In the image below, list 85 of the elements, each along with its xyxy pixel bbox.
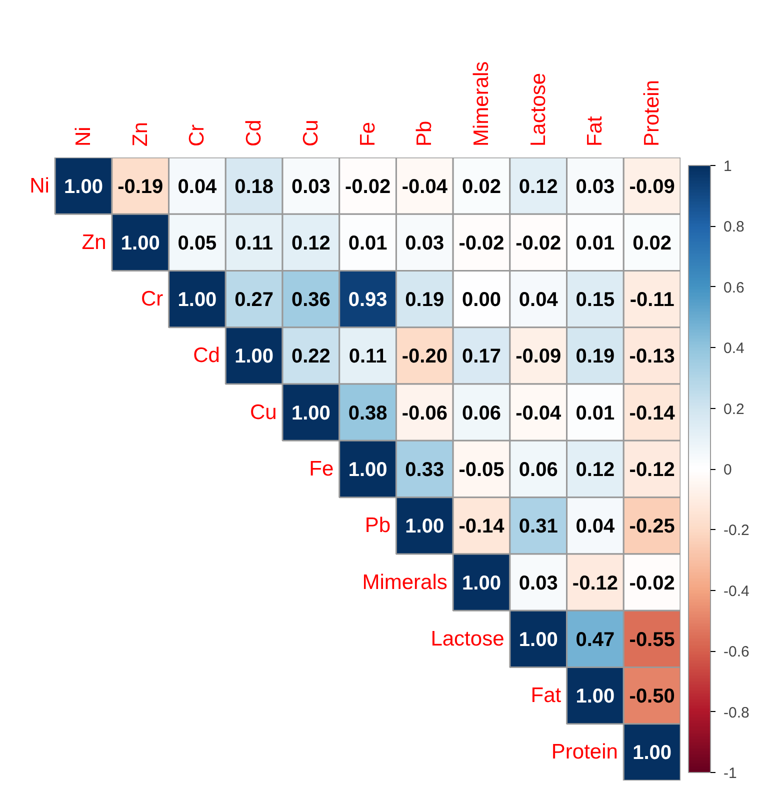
data-label: 1.00 xyxy=(234,346,274,368)
data-label: 0.19 xyxy=(576,346,615,368)
data-label: 0.02 xyxy=(462,176,501,198)
data-label: 0.11 xyxy=(348,346,387,368)
data-label: -0.14 xyxy=(458,516,506,538)
data-label: 0.47 xyxy=(576,628,615,651)
data-label: 1.00 xyxy=(462,572,501,594)
data-label: -0.20 xyxy=(402,346,448,368)
data-label: 0.04 xyxy=(178,176,218,198)
x-tick-label: Cu xyxy=(299,120,322,146)
data-label: 0.12 xyxy=(291,232,330,254)
data-label: 0.27 xyxy=(234,289,274,312)
data-label: 1.00 xyxy=(632,742,672,764)
data-label: -0.02 xyxy=(458,232,504,254)
data-label: 0.18 xyxy=(234,176,274,198)
data-label: -0.04 xyxy=(402,176,448,198)
data-label: -0.14 xyxy=(629,402,676,424)
color-bar-label: -0.8 xyxy=(724,704,750,722)
x-tick-label: Cd xyxy=(242,120,266,146)
data-label: 0.17 xyxy=(462,346,501,368)
data-label: 0.36 xyxy=(291,289,330,312)
color-bar-label: 0.6 xyxy=(724,279,744,296)
data-label: 1.00 xyxy=(178,289,217,312)
x-tick-label: Pb xyxy=(413,120,436,146)
data-label: 0.11 xyxy=(235,232,273,254)
data-label: 1.00 xyxy=(120,232,160,254)
data-label: -0.25 xyxy=(629,516,675,538)
data-label: -0.05 xyxy=(458,459,504,481)
data-label: 0.03 xyxy=(291,176,330,198)
data-label: 1.00 xyxy=(291,402,330,424)
data-label: 1.00 xyxy=(518,628,558,651)
color-bar-label: 0.2 xyxy=(724,400,744,418)
data-label: 0.22 xyxy=(291,346,330,368)
data-label: 0.06 xyxy=(518,459,558,481)
data-label: 0.15 xyxy=(576,289,615,312)
data-label: 0.01 xyxy=(576,232,615,254)
color-bar-label: -0.2 xyxy=(724,522,750,540)
data-label: -0.12 xyxy=(572,572,618,594)
x-tick-label: Fat xyxy=(584,116,607,146)
data-label: -0.06 xyxy=(402,402,448,424)
color-bar-label: 0.8 xyxy=(724,218,744,236)
data-label: -0.50 xyxy=(629,686,675,708)
color-bar-label: -0.4 xyxy=(724,582,750,600)
data-label: 1.00 xyxy=(405,516,444,538)
data-label: 0.03 xyxy=(405,232,444,254)
data-label: 1.00 xyxy=(576,686,615,708)
data-label: 0.00 xyxy=(462,289,501,312)
data-label: -0.02 xyxy=(345,176,391,198)
data-label: 0.33 xyxy=(405,459,444,481)
data-label: 0.03 xyxy=(518,572,558,594)
data-label: 0.01 xyxy=(348,232,388,254)
color-bar-label: -1 xyxy=(724,765,737,782)
data-label: 0.19 xyxy=(405,289,444,312)
data-label: 0.12 xyxy=(518,176,558,198)
data-label: -0.13 xyxy=(629,346,675,368)
color-bar-label: 1 xyxy=(724,158,732,175)
data-label: 0.04 xyxy=(518,289,559,312)
data-label: 0.12 xyxy=(576,459,615,481)
data-label: 0.04 xyxy=(576,516,616,538)
data-label: -0.09 xyxy=(516,346,562,368)
data-label: -0.55 xyxy=(629,628,675,651)
color-bar-label: -0.6 xyxy=(724,644,750,661)
data-label: -0.11 xyxy=(630,289,674,312)
color-bar-label: 0.4 xyxy=(724,340,744,358)
data-label: -0.12 xyxy=(629,459,675,481)
data-label: -0.19 xyxy=(118,176,164,198)
data-label: -0.09 xyxy=(629,176,675,198)
x-tick-label: Cr xyxy=(186,124,209,146)
x-tick-label: Protein xyxy=(640,80,664,146)
color-bar-label: 0 xyxy=(724,462,732,478)
data-label: 0.01 xyxy=(576,402,615,424)
data-label: 0.31 xyxy=(518,516,558,538)
x-tick-label: Zn xyxy=(128,122,152,146)
data-label: -0.02 xyxy=(629,572,675,594)
data-label: 0.93 xyxy=(348,289,388,312)
data-label: 0.05 xyxy=(178,232,217,254)
data-label: 0.06 xyxy=(462,402,501,424)
x-tick-label: Ni xyxy=(72,126,96,146)
data-label: 1.00 xyxy=(348,459,388,481)
data-label: 0.38 xyxy=(348,402,388,424)
data-label: 0.02 xyxy=(632,232,672,254)
data-label: 0.03 xyxy=(576,176,615,198)
data-label: 1.00 xyxy=(64,176,103,198)
data-label: -0.02 xyxy=(516,232,562,254)
data-label: -0.04 xyxy=(516,402,562,424)
